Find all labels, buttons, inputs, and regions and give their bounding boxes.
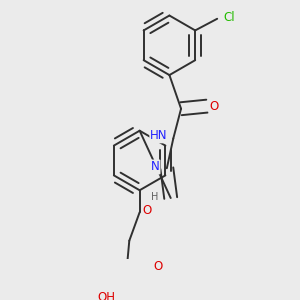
Text: O: O (153, 260, 162, 273)
Text: N: N (151, 160, 160, 173)
Text: O: O (210, 100, 219, 112)
Text: OH: OH (97, 291, 115, 300)
Text: Cl: Cl (224, 11, 235, 24)
Text: H: H (152, 192, 159, 202)
Text: HN: HN (150, 129, 168, 142)
Text: O: O (142, 205, 152, 218)
